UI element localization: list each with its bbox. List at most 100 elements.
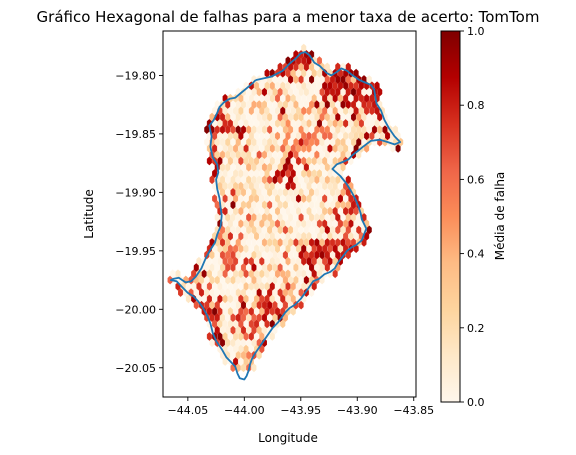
hexbin-cell	[230, 137, 236, 147]
hexbin-cell	[256, 238, 262, 247]
hexbin-cell	[295, 219, 302, 229]
hexbin-cell	[251, 225, 257, 235]
hexbin-cell	[254, 106, 260, 116]
hexbin-cell	[293, 200, 299, 210]
hexbin-cell	[219, 187, 226, 197]
hexbin-cell	[238, 357, 244, 366]
hexbin-cell	[240, 137, 246, 147]
hexbin-cell	[256, 263, 262, 272]
hexbin-cell	[337, 106, 343, 116]
hexbin-cell	[356, 137, 362, 147]
hexbin-cell	[356, 225, 362, 235]
hexbin-cell	[282, 300, 288, 310]
hexbin-cell	[327, 206, 333, 216]
hexbin-cell	[259, 206, 265, 216]
hexbin-cell	[254, 81, 260, 91]
hexbin-cell	[243, 319, 249, 329]
hexbin-cell	[240, 250, 246, 260]
hexbin-cell	[309, 137, 315, 147]
hexbin-cell	[264, 181, 270, 191]
hexbin-cell	[316, 93, 322, 103]
hexbin-cell	[275, 194, 281, 203]
hexbin-cell	[217, 332, 223, 341]
hexbin-cell	[319, 137, 325, 147]
hexbin-cell	[319, 87, 325, 97]
hexbin-cell	[251, 338, 257, 348]
hexbin-cell	[316, 181, 322, 191]
hexbin-cell	[358, 118, 364, 128]
hexbin-cell	[290, 68, 296, 78]
hexbin-cell	[259, 131, 265, 141]
hexbin-cell	[314, 263, 320, 272]
hexbin-cell	[238, 231, 244, 241]
hexbin-cell	[330, 187, 336, 197]
hexbin-cell	[212, 169, 218, 178]
hexbin-cell	[261, 112, 267, 122]
hexbin-cell	[337, 231, 343, 241]
hexbin-cell	[275, 169, 281, 178]
hexbin-cell	[288, 238, 294, 247]
hexbin-cell	[246, 350, 252, 360]
hexbin-cell	[348, 219, 354, 229]
hexbin-cell	[382, 125, 388, 134]
hexbin-cell	[254, 244, 260, 254]
hexbin-cell	[264, 219, 270, 229]
hexbin-cell	[217, 156, 223, 166]
hexbin-cell	[254, 332, 260, 341]
hexbin-cell	[290, 181, 296, 191]
hexbin-cell	[324, 225, 330, 235]
hexbin-cell	[227, 306, 233, 316]
hexbin-cell	[269, 244, 275, 254]
hexbin-cell	[295, 181, 302, 191]
hexbin-cell	[230, 313, 236, 323]
hexbin-cell	[246, 263, 252, 272]
hexbin-cell	[295, 68, 302, 78]
hexbin-cell	[301, 244, 307, 254]
hexbin-cell	[303, 238, 309, 247]
hexbin-cell	[330, 238, 336, 247]
hexbin-cell	[267, 187, 273, 197]
hexbin-cell	[238, 332, 244, 341]
hexbin-cell	[337, 81, 343, 91]
hexbin-cell	[233, 306, 239, 316]
x-tick-label: −44.05	[167, 404, 208, 417]
hexbin-cell	[295, 206, 302, 216]
hexbin-cell	[295, 194, 302, 203]
hexbin-cell	[275, 143, 281, 153]
hexbin-cell	[240, 300, 246, 310]
hexbin-cell	[335, 175, 341, 185]
hexbin-cell	[298, 137, 304, 147]
x-tick-label: −43.90	[337, 404, 378, 417]
hexbin-cell	[298, 288, 304, 297]
hexbin-cell	[248, 281, 254, 291]
hexbin-cell	[306, 256, 312, 266]
city-boundary-line	[169, 51, 402, 381]
hexbin-cell	[282, 137, 288, 147]
hexbin-cell	[272, 187, 278, 197]
x-axis-ticks: −44.05 −44.00 −43.95 −43.90 −43.85	[167, 397, 434, 417]
hexbin-cell	[337, 219, 343, 229]
hexbin-cell	[295, 256, 302, 266]
hexbin-cell	[348, 81, 354, 91]
hexbin-cell	[327, 143, 333, 153]
hexbin-cell	[332, 219, 338, 229]
hexbin-cell	[332, 143, 338, 153]
hexbin-cell	[303, 150, 309, 160]
hexbin-cell	[256, 212, 262, 222]
hexbin-cell	[290, 306, 296, 316]
hexbin-cell	[293, 125, 299, 134]
hexbin-cell	[230, 112, 236, 122]
hexbin-cell	[306, 181, 312, 191]
hexbin-cell	[322, 194, 328, 203]
hexbin-cell	[277, 288, 283, 297]
hexbin-cell	[217, 319, 223, 329]
hexbin-cell	[248, 231, 254, 241]
hexbin-cell	[348, 106, 354, 116]
hexbin-cell	[311, 181, 317, 191]
hexbin-cell	[301, 219, 307, 229]
hexbin-cell	[222, 256, 228, 266]
hexbin-cell	[219, 125, 226, 134]
hexbin-cell	[316, 106, 322, 116]
hexbin-cell	[290, 219, 296, 229]
hexbin-cell	[314, 238, 320, 247]
